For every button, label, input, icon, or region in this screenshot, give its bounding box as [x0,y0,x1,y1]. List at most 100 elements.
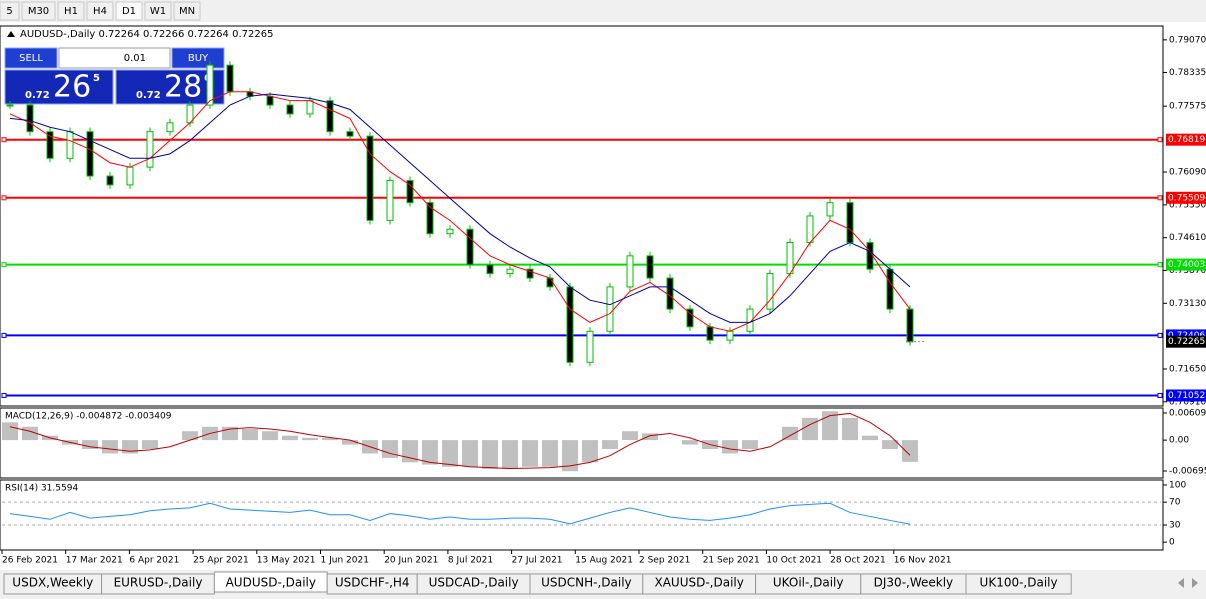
level-end [1,332,7,338]
macd-bar [182,431,198,441]
symbol-tab-label: AUDUSD-,Daily [226,576,316,590]
macd-signal [9,412,911,470]
level-end [1157,332,1163,338]
candle-body [806,215,814,244]
timeframe-button[interactable] [21,1,56,21]
x-tick-label: 13 May 2021 [257,556,316,566]
macd-bar [822,411,838,441]
price-main: 26 [53,70,91,105]
candle-body [86,131,94,177]
candle-body [226,64,234,93]
candle-body [666,277,674,310]
candle-body [706,326,714,341]
y-tick-label: 0 [1169,538,1175,548]
macd-bar [842,417,858,441]
x-tick-label: 25 Apr 2021 [193,556,249,566]
candle-body [406,179,414,204]
level-end [1,262,7,268]
candle-body [346,131,354,137]
macd-bar [262,431,278,441]
rsi-line [9,502,911,525]
x-tick-label: 27 Jul 2021 [512,556,563,566]
level-end [1,195,7,201]
y-tick-label: 0.74610 [1169,233,1206,243]
x-tick-label: 17 Mar 2021 [66,556,123,566]
candle-body [146,131,154,168]
price-main: 28 [164,70,202,105]
candle-body [266,95,274,106]
timeframe-label: W1 [150,6,166,17]
candle-body [846,202,854,244]
level-end [1,137,7,143]
y-tick-label: 100 [1169,481,1186,491]
x-tick-label: 2 Sep 2021 [639,556,690,566]
y-tick-label: 0.00 [1169,436,1189,446]
symbol-tab-label: USDCHF-,H4 [335,576,410,590]
y-tick-label: 0.79070 [1169,35,1206,45]
macd-bar [462,440,478,467]
price-sup: 5 [93,73,100,84]
candle-body [826,202,834,217]
level-price-box [1166,258,1206,271]
symbol-tab-label: USDX,Weekly [12,576,93,590]
macd-bar [862,435,878,441]
macd-bar [522,440,538,467]
timeframe-label: MN [179,6,195,17]
candle-body [646,255,654,279]
current-price: 0.72265 [1168,337,1205,347]
macd-bar [82,440,98,449]
buy-button[interactable] [171,47,225,69]
timeframe-button[interactable] [57,1,85,21]
macd-bar [882,440,898,449]
tab-scroll-left[interactable] [1178,578,1184,588]
macd-bar [422,440,438,465]
candle-body [206,64,214,106]
y-tick-label: 30 [1169,521,1181,531]
timeframe-label: 5 [6,6,12,17]
timeframe-button[interactable] [115,1,143,21]
level-end [1157,262,1163,268]
volume-box[interactable] [58,47,171,69]
symbol-tab-label: UKOil-,Daily [773,576,844,590]
timeframe-button[interactable] [173,1,201,21]
level-price: 0.75509 [1168,193,1205,203]
candle-body [306,100,314,115]
macd-bar [102,440,118,454]
price-big: 0.72 [136,90,161,101]
y-tick-label: 0.77575 [1169,102,1206,112]
macd-bar [282,435,298,441]
y-tick-label: 70 [1169,498,1181,508]
y-tick-label: 0.70910 [1169,397,1206,407]
symbol-tab-label: EURUSD-,Daily [114,576,203,590]
sell-button[interactable] [4,47,58,69]
x-tick-label: 10 Oct 2021 [766,556,822,566]
y-tick-label: 0.76090 [1169,168,1206,178]
sell-price-box[interactable] [4,69,114,105]
candle-body [566,286,574,363]
candle-body [766,273,774,310]
buy-price-box[interactable] [115,69,225,105]
symbol-tab-label: USDCAD-,Daily [429,576,519,590]
level-end [1157,392,1163,398]
macd-bar [302,437,318,441]
macd-label: MACD(12,26,9) -0.004872 -0.003409 [5,412,172,422]
symbol-tab[interactable] [965,573,1072,595]
macd-bar [562,440,578,472]
macd-bar [142,440,158,449]
candle-body [326,100,334,133]
macd-bar [742,440,758,449]
tab-scroll-right[interactable] [1192,578,1198,588]
macd-bar [682,440,698,445]
level-price: 0.74003 [1168,260,1205,270]
y-tick-label: 0.00609 [1169,409,1206,419]
level-price: 0.76819 [1168,135,1205,145]
timeframe-button[interactable] [0,1,20,21]
candle-body [786,242,794,275]
timeframe-label: H4 [93,6,107,17]
macd-bar [602,440,618,449]
macd-bar [322,437,338,441]
timeframe-button[interactable] [144,1,172,21]
candle-body [286,104,294,115]
timeframe-button[interactable] [86,1,114,21]
